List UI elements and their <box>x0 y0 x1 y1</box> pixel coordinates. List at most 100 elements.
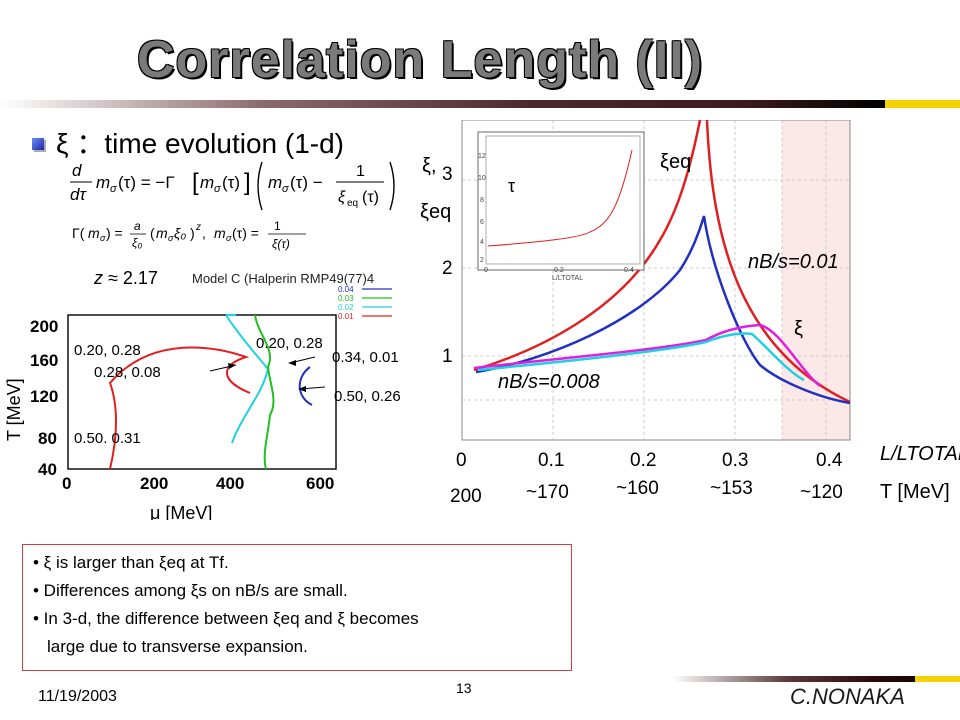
inset-tau-symbol: τ <box>508 176 515 196</box>
svg-text:ξ₀: ξ₀ <box>174 225 186 241</box>
left-y-tick: 200 <box>30 317 58 336</box>
inset-y-tick: 10 <box>478 175 486 182</box>
right-t-tick: ~120 <box>800 482 843 503</box>
svg-text:z: z <box>195 222 201 233</box>
bullet-square-icon <box>32 138 44 150</box>
svg-text:,: , <box>202 225 206 241</box>
svg-text:m: m <box>156 225 168 241</box>
xi-symbol: ξ <box>56 128 69 159</box>
note-line: • ξ is larger than ξeq at Tf. <box>33 553 229 572</box>
contour-annotation: 0.50, 0.26 <box>334 388 401 405</box>
svg-text:ξ(τ): ξ(τ) <box>272 237 290 251</box>
inset-x-label: L/LTOTAL <box>552 275 583 282</box>
right-y-label-xieq: ξeq <box>420 201 451 223</box>
svg-text:ξ: ξ <box>338 189 346 206</box>
subheading: ξ ：time evolution (1-d) <box>56 122 344 162</box>
right-t-axis-label: T [MeV] <box>880 481 950 503</box>
left-phase-plot: 0.04 0.03 0.02 0.01 200 160 120 80 40 0 … <box>4 285 401 520</box>
footer-date: 11/19/2003 <box>38 688 117 705</box>
contour-annotation: 0.20, 0.28 <box>74 342 141 359</box>
right-t-tick: ~160 <box>616 478 659 499</box>
svg-text:≈ 2.17: ≈ 2.17 <box>108 268 158 288</box>
svg-text:σ: σ <box>226 233 232 243</box>
svg-text:): ) <box>190 225 195 241</box>
right-y-label-xi: ξ, <box>422 155 437 177</box>
left-plot-frame <box>67 314 337 470</box>
title-divider <box>0 100 885 108</box>
left-x-tick: 0 <box>62 474 71 493</box>
svg-text:σ: σ <box>168 233 174 243</box>
right-t-tick: ~153 <box>710 478 753 499</box>
left-y-tick: 80 <box>38 429 57 448</box>
left-y-tick: 160 <box>30 351 58 370</box>
ratio-label-bottom: nB/s=0.008 <box>498 371 600 393</box>
svg-text:]: ] <box>244 169 251 196</box>
curve-label-xieq: ξeq <box>660 151 691 173</box>
svg-text:eq: eq <box>347 198 358 209</box>
svg-text:1: 1 <box>356 163 365 180</box>
title-divider-accent <box>885 100 960 108</box>
right-x-axis-label: L/LTOTAL <box>880 443 960 465</box>
page-number: 13 <box>456 680 472 696</box>
equations-block: d dτ m σ (τ) = −Γ [ m σ (τ) ] m σ (τ) − … <box>70 161 395 288</box>
right-x-tick: 0.4 <box>816 450 843 471</box>
svg-text:(: ( <box>150 225 155 241</box>
legend-label-0: 0.04 <box>338 285 354 294</box>
left-y-tick: 120 <box>30 387 58 406</box>
svg-text:m: m <box>88 225 100 241</box>
right-x-tick: 0.3 <box>722 450 748 471</box>
right-x-tick: 0.1 <box>538 450 564 471</box>
svg-text:(τ): (τ) <box>222 173 240 192</box>
right-y-tick: 3 <box>442 164 453 185</box>
inset-y-tick: 12 <box>478 153 486 160</box>
svg-text:1: 1 <box>274 219 281 233</box>
svg-text:σ: σ <box>110 183 117 195</box>
slide-title: Correlation Length (II) <box>136 31 704 89</box>
note-line: • In 3-d, the difference between ξeq and… <box>33 609 419 628</box>
contour-annotation: 0.20, 0.28 <box>256 335 323 352</box>
footer-author: C.NONAKA <box>790 684 905 709</box>
svg-text:ξ₀: ξ₀ <box>132 236 142 250</box>
ratio-label-top: nB/s=0.01 <box>748 251 839 273</box>
svg-text:σ: σ <box>282 183 289 195</box>
left-y-axis-label: T [MeV] <box>4 378 24 441</box>
contour-annotation: 0.28, 0.08 <box>94 364 161 381</box>
inset-y-tick: 2 <box>480 257 484 264</box>
svg-text:(τ) =: (τ) = <box>232 225 259 241</box>
left-x-tick: 400 <box>216 474 244 493</box>
footer-divider <box>672 676 960 682</box>
note-line: large due to transverse expansion. <box>47 637 308 656</box>
svg-text:a: a <box>134 219 141 233</box>
svg-text:d: d <box>72 161 82 180</box>
svg-text:Γ(: Γ( <box>72 225 85 241</box>
subheading-text: ：time evolution (1-d) <box>76 128 344 159</box>
left-plot-legend: 0.04 0.03 0.02 0.01 <box>338 285 392 321</box>
svg-text:m: m <box>200 173 214 192</box>
contour-annotation: 0.34, 0.01 <box>332 349 399 366</box>
contour-annotation: 0.50. 0.31 <box>74 430 141 447</box>
svg-text:m: m <box>268 173 282 192</box>
svg-text:[: [ <box>192 169 199 196</box>
inset-x-tick: 0.4 <box>624 267 634 274</box>
inset-x-tick: 0 <box>484 267 488 274</box>
right-y-tick: 2 <box>442 258 453 279</box>
tau-inset: 12 10 8 6 4 2 0 0.2 0.4 L/LTOTAL τ <box>477 131 645 282</box>
svg-text:(τ) = −Γ: (τ) = −Γ <box>118 173 175 192</box>
svg-text:σ: σ <box>214 183 221 195</box>
footer-divider-accent <box>915 676 960 682</box>
legend-label-3: 0.01 <box>338 312 354 321</box>
svg-text:m: m <box>96 173 110 192</box>
curve-label-xi: ξ <box>794 318 803 340</box>
right-xi-plot: ξ, ξeq 3 2 1 0 0.1 0.2 0.3 0.4 200 ~170 … <box>420 120 960 507</box>
summary-notes-box: • ξ is larger than ξeq at Tf. • Differen… <box>22 544 572 671</box>
right-t-tick: ~170 <box>526 482 569 503</box>
left-y-tick: 40 <box>38 460 57 479</box>
inset-x-tick: 0.2 <box>554 267 564 274</box>
inset-y-tick: 6 <box>480 219 484 226</box>
right-x-tick: 0.2 <box>630 450 656 471</box>
inset-y-tick: 8 <box>480 197 484 204</box>
inset-y-tick: 4 <box>480 239 484 246</box>
note-line: • Differences among ξs on nB/s are small… <box>33 581 348 600</box>
legend-label-2: 0.02 <box>338 303 354 312</box>
svg-text:(τ): (τ) <box>362 189 379 206</box>
